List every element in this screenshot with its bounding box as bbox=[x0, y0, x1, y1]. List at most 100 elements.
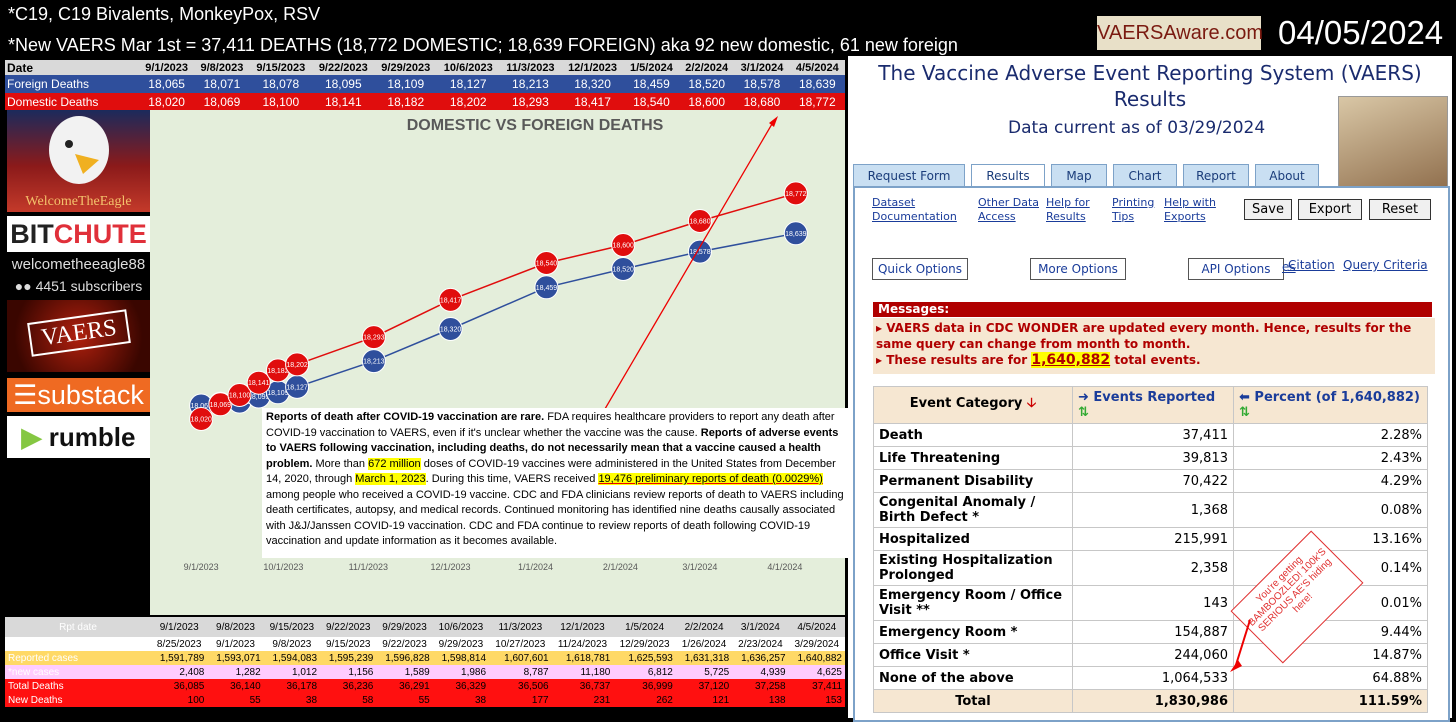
notice-p4: doses of COVID-19 vaccines were administ… bbox=[266, 457, 836, 486]
data-label: 18,100 bbox=[229, 393, 251, 400]
data-label: 18,020 bbox=[190, 417, 212, 424]
link-help-exports[interactable]: Help with Exports bbox=[1164, 196, 1216, 223]
data-point bbox=[227, 383, 252, 407]
bullet-icon: ▸ bbox=[876, 321, 887, 335]
date-cell: 11/3/2023 bbox=[499, 60, 562, 75]
date-cell: 9/8/2023 bbox=[194, 60, 250, 75]
rpt-cell: 4/5/2024 bbox=[788, 617, 845, 637]
domestic-cell: 18,540 bbox=[623, 93, 680, 111]
foreign-cell: 18,520 bbox=[679, 75, 735, 93]
event-category: Emergency Room / Office Visit ** bbox=[873, 585, 1073, 621]
tab-request-form[interactable]: Request Form bbox=[853, 164, 965, 188]
date-cell: 9/29/2023 bbox=[374, 60, 438, 75]
data-date-cell: 3/29/2024 bbox=[788, 637, 845, 651]
data-label: 18,578 bbox=[689, 249, 711, 256]
reset-button[interactable]: Reset bbox=[1369, 199, 1431, 220]
domestic-deaths-row: Domestic Deaths 18,020 18,069 18,100 18,141 1… bbox=[5, 93, 845, 111]
vaers-logo-text: VAERS bbox=[27, 309, 131, 357]
total-deaths-cell: 36,085 bbox=[151, 679, 208, 693]
event-count: 2,358 bbox=[1072, 550, 1234, 586]
domestic-cell: 18,020 bbox=[139, 93, 195, 111]
tot-label: Total Deaths bbox=[5, 679, 151, 693]
domestic-cell: 18,202 bbox=[437, 93, 500, 111]
data-label: 18,069 bbox=[210, 402, 232, 409]
data-label: 18,109 bbox=[267, 390, 289, 397]
total-events: 1,830,986 bbox=[1072, 689, 1234, 713]
data-point bbox=[783, 221, 808, 246]
notice-p1-bold: Reports of death after COVID-19 vaccinat… bbox=[266, 411, 545, 423]
foreign-cell: 18,639 bbox=[789, 75, 845, 93]
sort-down-icon[interactable]: 🡣 bbox=[1026, 396, 1037, 411]
notice-p6: among people who received a COVID-19 vac… bbox=[266, 488, 844, 548]
sort-updown-icon[interactable]: ⇅ bbox=[1239, 405, 1250, 420]
reported-cell: 1,598,814 bbox=[432, 651, 490, 665]
new-label: *new cases bbox=[5, 665, 151, 679]
bitchute-logo[interactable]: BITCHUTE bbox=[7, 216, 150, 252]
link-es[interactable]: es bbox=[1282, 260, 1296, 274]
rumble-logo[interactable]: ▶ rumble bbox=[7, 416, 150, 458]
data-label: 18,639 bbox=[785, 231, 807, 238]
event-row: Death 37,411 2.28% bbox=[873, 423, 1428, 447]
vaers-logo[interactable]: VAERS bbox=[7, 300, 150, 372]
domestic-cell: 18,182 bbox=[374, 93, 438, 111]
domestic-label: Domestic Deaths bbox=[5, 93, 139, 111]
data-label: 18,141 bbox=[248, 380, 270, 387]
messages-header: Messages: bbox=[873, 302, 1432, 317]
cdc-wonder-panel: The Vaccine Adverse Event Reporting Syst… bbox=[848, 56, 1452, 722]
tab-report[interactable]: Report bbox=[1183, 164, 1249, 188]
data-label: 18,293 bbox=[363, 335, 385, 342]
api-options-button[interactable]: API Options bbox=[1188, 258, 1284, 280]
site-badge[interactable]: VAERSAware.com bbox=[1097, 16, 1263, 50]
rpt-date-row: Rpt date 9/1/2023 9/8/2023 9/15/2023 9/22/20… bbox=[5, 617, 845, 637]
tab-map[interactable]: Map bbox=[1051, 164, 1107, 188]
foreign-cell: 18,078 bbox=[249, 75, 313, 93]
data-point bbox=[534, 251, 559, 275]
link-other-data[interactable]: Other Data Access bbox=[978, 196, 1039, 223]
rpt-cell: 9/22/2023 bbox=[320, 617, 377, 637]
new-cases-row: *new cases 2,408 1,282 1,012 1,156 1,589 1,986… bbox=[5, 665, 845, 679]
quick-options-button[interactable]: Quick Options bbox=[872, 258, 968, 280]
new-cases-cell: 4,939 bbox=[732, 665, 789, 679]
link-printing-tips[interactable]: Printing Tips bbox=[1112, 196, 1155, 223]
rpt-cell: 9/1/2023 bbox=[151, 617, 208, 637]
tab-about[interactable]: About bbox=[1255, 164, 1319, 188]
substack-logo[interactable]: ☰substack bbox=[7, 378, 150, 412]
bitchute-text-b: CHUTE bbox=[53, 219, 147, 249]
event-row: Life Threatening 39,813 2.43% bbox=[873, 446, 1428, 470]
eagle-logo[interactable]: WelcomeTheEagle bbox=[7, 110, 150, 212]
link-dataset-docs[interactable]: Dataset Documentation bbox=[872, 196, 957, 223]
x-tick-label: 12/1/2023 bbox=[431, 562, 471, 572]
data-label: 18,320 bbox=[440, 327, 462, 334]
sort-updown-icon[interactable]: ⇅ bbox=[1078, 405, 1089, 420]
rpt-cell: 9/29/2023 bbox=[376, 617, 433, 637]
data-label: 18,600 bbox=[612, 243, 634, 250]
export-button[interactable]: Export bbox=[1298, 199, 1362, 220]
date-cell: 3/1/2024 bbox=[734, 60, 790, 75]
arrow-left-icon: ⬅ bbox=[1239, 390, 1255, 405]
rpt-cell: 9/15/2023 bbox=[263, 617, 321, 637]
stamp-arrow bbox=[1230, 619, 1251, 672]
domestic-cell: 18,293 bbox=[499, 93, 562, 111]
link-query-criteria[interactable]: Query Criteria bbox=[1343, 258, 1428, 272]
x-tick-label: 11/1/2023 bbox=[349, 562, 388, 572]
data-date-cell: 8/25/2023 bbox=[151, 637, 208, 651]
link-citation[interactable]: Citation bbox=[1288, 258, 1335, 272]
date-label: Date bbox=[5, 60, 139, 75]
reported-cell: 1,631,318 bbox=[675, 651, 733, 665]
tab-chart[interactable]: Chart bbox=[1113, 164, 1177, 188]
col-events-reported[interactable]: ➜ Events Reported ⇅ bbox=[1072, 386, 1234, 424]
col-percent[interactable]: ⬅ Percent (of 1,640,882) ⇅ bbox=[1233, 386, 1428, 424]
save-button[interactable]: Save bbox=[1244, 199, 1292, 220]
col-event-category[interactable]: Event Category 🡣 bbox=[873, 386, 1073, 424]
rpt-cell: 2/2/2024 bbox=[675, 617, 733, 637]
wonder-title: The Vaccine Adverse Event Reporting Syst… bbox=[878, 61, 1422, 111]
more-options-button[interactable]: More Options bbox=[1030, 258, 1126, 280]
event-category: Existing Hospitalization Prolonged bbox=[873, 550, 1073, 586]
reported-cell: 1,594,083 bbox=[263, 651, 321, 665]
total-deaths-cell: 36,140 bbox=[207, 679, 264, 693]
link-help-results[interactable]: Help for Results bbox=[1046, 196, 1090, 223]
date-cell: 10/6/2023 bbox=[437, 60, 500, 75]
reported-cases-row: Reported cases 1,591,789 1,593,071 1,594,08… bbox=[5, 651, 845, 665]
event-category: Congenital Anomaly / Birth Defect * bbox=[873, 492, 1073, 528]
reported-cell: 1,625,593 bbox=[613, 651, 676, 665]
